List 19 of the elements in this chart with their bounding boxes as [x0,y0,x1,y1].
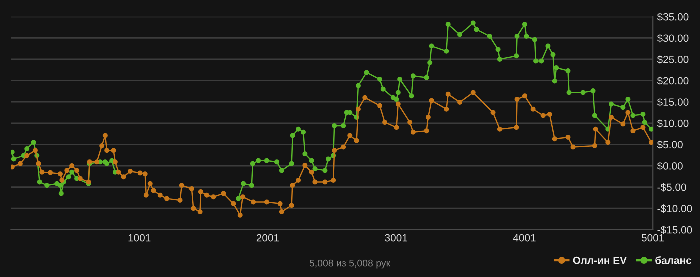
y-tick-label: $30.00 [657,34,689,43]
y-tick-label: $0.00 [657,162,683,171]
y-tick-label: -$10.00 [658,204,692,214]
x-tick-label: 2001 [256,234,280,242]
y-tick-label: $35.00 [657,12,689,22]
legend-label: Олл-ин EV [573,256,627,264]
y-tick-label: $5.00 [657,140,683,150]
legend-label: баланс [656,256,692,264]
y-tick-label: -$5.00 [658,183,686,192]
y-tick-label: -$15.00 [658,226,692,234]
x-tick-label: 5001 [642,234,664,242]
x-tick-label: 3001 [385,234,408,242]
text: 5,008 из 5,008 рук [310,260,391,269]
x-tick-label: 1001 [128,234,151,242]
y-tick-label: $10.00 [657,119,689,128]
y-tick-label: $25.00 [657,56,689,64]
y-tick-label: $15.00 [657,98,689,107]
x-tick-label: 4001 [513,234,536,242]
y-tick-label: $20.00 [657,76,689,86]
